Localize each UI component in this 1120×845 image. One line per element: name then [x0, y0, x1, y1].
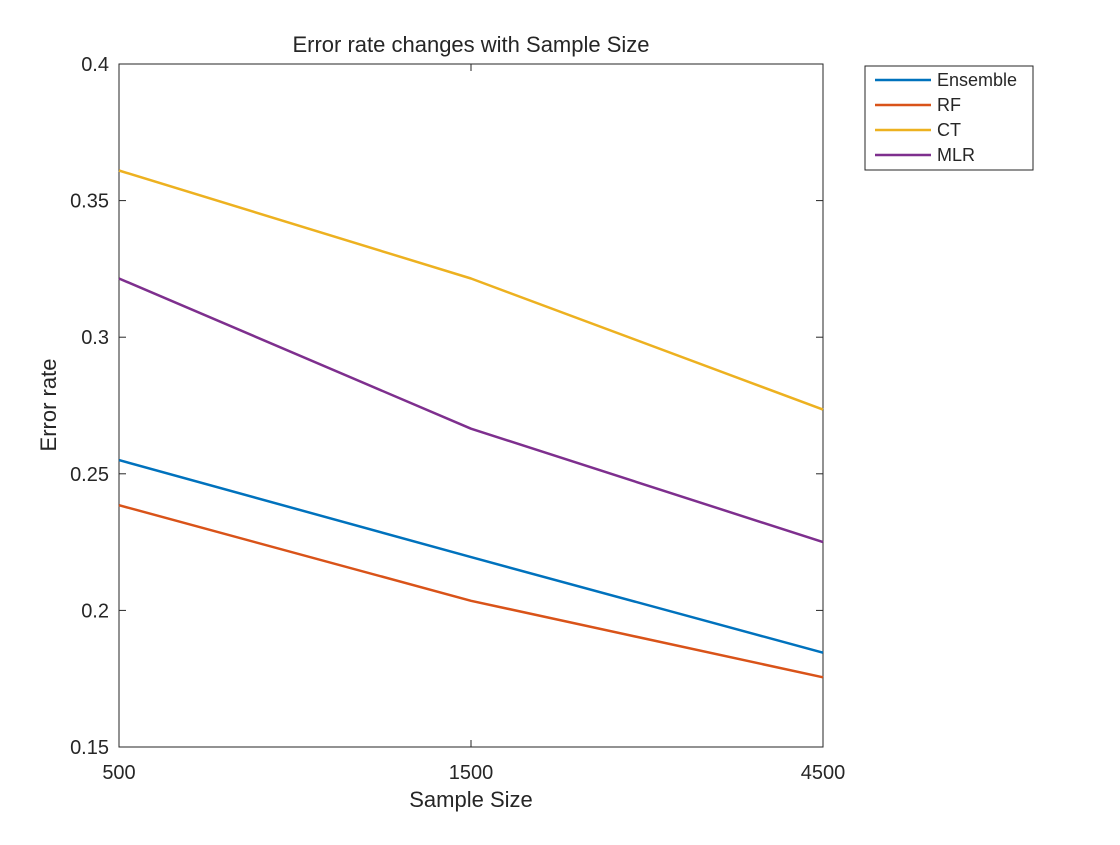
y-tick-label: 0.15: [70, 737, 109, 759]
legend-label: Ensemble: [937, 70, 1017, 90]
legend-label: CT: [937, 120, 961, 140]
y-axis-label: Error rate: [36, 359, 61, 452]
legend-entry: Ensemble: [875, 70, 1017, 90]
x-tick-label: 4500: [801, 762, 846, 784]
x-axis-label: Sample Size: [409, 787, 533, 812]
legend-entry: MLR: [875, 145, 975, 165]
chart-title: Error rate changes with Sample Size: [292, 32, 649, 57]
x-tick-label: 1500: [449, 762, 494, 784]
series-line-ct: [118, 169, 824, 411]
x-tick-label: 500: [102, 762, 135, 784]
y-tick-label: 0.35: [70, 191, 109, 213]
series-line-ensemble: [118, 458, 824, 654]
legend-entry: RF: [875, 95, 961, 115]
series-layer: [118, 169, 824, 679]
axes-box: [118, 63, 824, 748]
y-tick-label: 0.2: [81, 600, 109, 622]
legend-box: [864, 65, 1034, 171]
y-tick-label: 0.4: [81, 54, 109, 76]
series-line-rf: [118, 503, 824, 679]
tick-labels: 0.15 0.2 0.25 0.3 0.35 0.4 500 1500 4500: [70, 54, 845, 784]
legend-label: MLR: [937, 145, 975, 165]
plot-area: [118, 63, 824, 748]
legend-label: RF: [937, 95, 961, 115]
y-tick-label: 0.3: [81, 327, 109, 349]
y-tick-label: 0.25: [70, 464, 109, 486]
legend-entry: CT: [875, 120, 961, 140]
legend: Ensemble RF CT MLR: [864, 65, 1034, 171]
series-line-mlr: [118, 277, 824, 544]
